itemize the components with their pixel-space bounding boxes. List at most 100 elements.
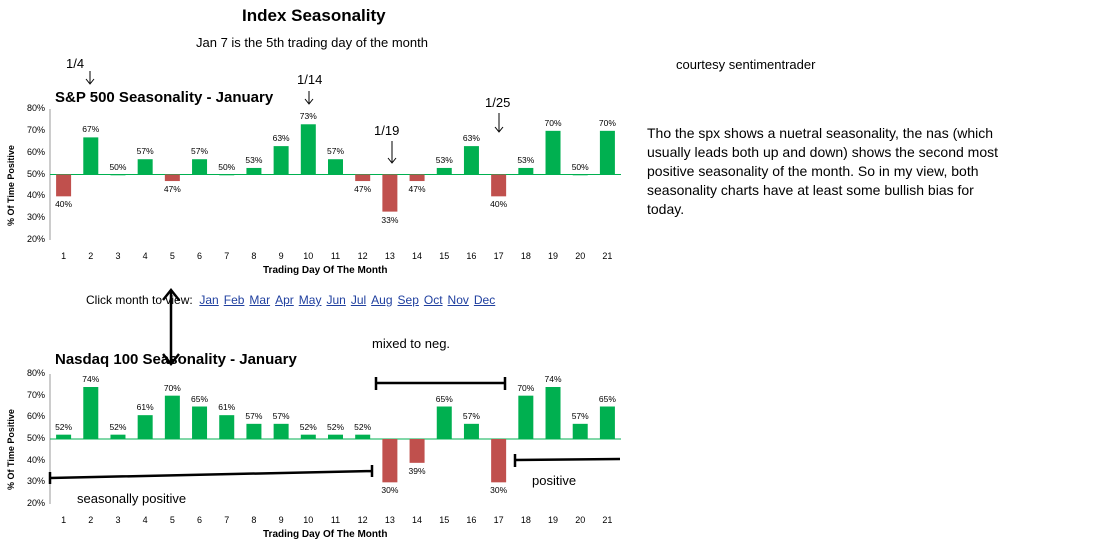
bar-day-18 — [518, 395, 534, 439]
sp500-xlabel: Trading Day Of The Month — [263, 265, 388, 276]
bar-value-label: 70% — [163, 382, 181, 393]
y-tick-label: 40% — [26, 190, 45, 201]
bar-day-7 — [219, 415, 235, 439]
x-tick-label: 8 — [251, 515, 257, 525]
bar-day-1 — [56, 174, 72, 197]
bar-value-label: 53% — [245, 154, 263, 165]
x-tick-label: 1 — [61, 251, 67, 261]
bar-value-label: 52% — [109, 421, 127, 432]
x-tick-label: 12 — [357, 515, 368, 525]
commentary-text: Tho the spx shows a nuetral seasonality,… — [647, 125, 998, 217]
y-tick-label: 20% — [26, 234, 45, 244]
month-link-mar[interactable]: Mar — [249, 293, 271, 307]
bar-day-21 — [599, 406, 615, 439]
bar-value-label: 30% — [381, 485, 399, 496]
month-link-aug[interactable]: Aug — [371, 293, 393, 307]
x-tick-label: 4 — [142, 251, 148, 261]
month-link-oct[interactable]: Oct — [423, 293, 443, 307]
y-tick-label: 70% — [26, 389, 45, 400]
bar-value-label: 57% — [272, 410, 290, 421]
bar-day-6 — [192, 159, 208, 175]
bar-day-9 — [273, 423, 289, 439]
bar-day-10 — [300, 434, 316, 439]
bar-value-label: 47% — [408, 184, 426, 195]
bar-day-14 — [409, 439, 425, 463]
x-tick-label: 21 — [602, 251, 613, 261]
bar-value-label: 65% — [191, 393, 209, 404]
bar-value-label: 73% — [299, 111, 317, 122]
bar-day-2 — [83, 387, 99, 439]
x-tick-label: 14 — [412, 515, 423, 525]
y-tick-label: 40% — [26, 454, 45, 465]
x-tick-label: 7 — [224, 515, 230, 525]
y-tick-label: 30% — [26, 212, 45, 223]
bar-value-label: 63% — [272, 133, 290, 144]
bar-value-label: 40% — [55, 199, 73, 210]
bar-value-label: 52% — [326, 421, 344, 432]
bar-day-3 — [110, 434, 126, 439]
month-link-feb[interactable]: Feb — [223, 293, 245, 307]
bar-value-label: 74% — [544, 374, 562, 384]
bar-day-8 — [246, 423, 262, 439]
bar-day-17 — [491, 174, 507, 197]
bar-value-label: 57% — [326, 146, 344, 157]
bar-value-label: 53% — [435, 154, 453, 165]
month-link-sep[interactable]: Sep — [397, 293, 419, 307]
x-tick-label: 13 — [384, 251, 395, 261]
month-link-jan[interactable]: Jan — [199, 293, 219, 307]
x-tick-label: 8 — [251, 251, 257, 261]
bar-day-6 — [192, 406, 208, 439]
x-tick-label: 14 — [412, 251, 423, 261]
x-tick-label: 5 — [169, 251, 175, 261]
y-tick-label: 70% — [26, 124, 45, 135]
bar-day-12 — [355, 434, 371, 439]
month-link-apr[interactable]: Apr — [275, 293, 294, 307]
bar-value-label: 67% — [82, 124, 100, 135]
bar-day-13 — [382, 439, 398, 483]
x-tick-label: 21 — [602, 515, 613, 525]
x-tick-label: 15 — [439, 515, 450, 525]
arrow-1-25-icon — [494, 113, 504, 133]
y-tick-label: 20% — [26, 498, 45, 508]
arrow-1-14-icon — [304, 91, 314, 105]
x-tick-label: 18 — [520, 251, 531, 261]
bar-value-label: 74% — [82, 374, 100, 384]
bar-value-label: 33% — [381, 214, 399, 225]
positive-bracket — [513, 454, 621, 467]
x-tick-label: 11 — [330, 515, 341, 525]
bar-day-21 — [599, 130, 615, 175]
bar-value-label: 70% — [517, 382, 535, 393]
bar-value-label: 61% — [136, 402, 154, 413]
month-link-dec[interactable]: Dec — [473, 293, 496, 307]
bar-value-label: 52% — [354, 421, 372, 432]
bar-value-label: 50% — [218, 161, 236, 172]
x-tick-label: 17 — [493, 515, 504, 525]
x-tick-label: 4 — [142, 515, 148, 525]
bar-value-label: 53% — [517, 154, 535, 165]
annotation-1-4: 1/4 — [66, 56, 85, 71]
y-tick-label: 80% — [26, 103, 45, 113]
x-tick-label: 9 — [278, 251, 284, 261]
x-tick-label: 12 — [357, 251, 368, 261]
y-tick-label: 80% — [26, 368, 45, 378]
annotation-1-25: 1/25 — [485, 95, 511, 110]
annotation-seasonally-positive: seasonally positive — [77, 491, 187, 506]
y-tick-label: 50% — [26, 168, 45, 179]
x-tick-label: 10 — [303, 251, 314, 261]
month-link-may[interactable]: May — [298, 293, 322, 307]
bar-value-label: 57% — [462, 410, 480, 421]
month-link-jul[interactable]: Jul — [350, 293, 367, 307]
bar-value-label: 52% — [55, 421, 73, 432]
arrow-1-19-icon — [387, 141, 397, 164]
bar-value-label: 30% — [490, 485, 508, 496]
bar-day-15 — [436, 406, 452, 439]
bar-day-13 — [382, 174, 398, 212]
x-tick-label: 6 — [197, 515, 203, 525]
month-link-nov[interactable]: Nov — [447, 293, 469, 307]
seasonally-positive-bracket — [48, 465, 374, 484]
month-link-jun[interactable]: Jun — [326, 293, 346, 307]
x-tick-label: 20 — [575, 515, 586, 525]
